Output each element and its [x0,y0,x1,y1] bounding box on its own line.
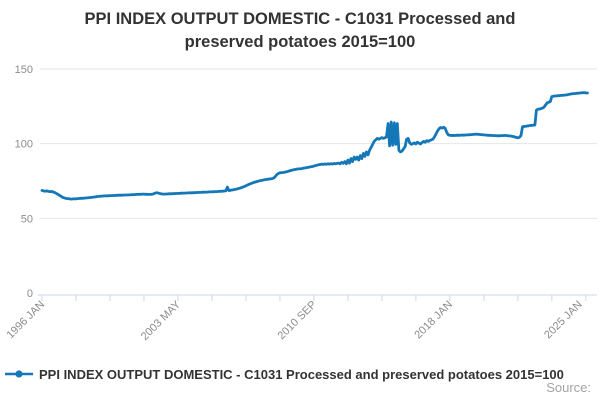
chart-title-line2: preserved potatoes 2015=100 [184,33,416,51]
legend-label: PPI INDEX OUTPUT DOMESTIC - C1031 Proces… [39,366,564,382]
x-axis-label: 2010 SEP [276,299,320,343]
legend-item[interactable]: PPI INDEX OUTPUT DOMESTIC - C1031 Proces… [4,365,600,383]
chart-title: PPI INDEX OUTPUT DOMESTIC - C1031 Proces… [0,8,600,54]
x-axis-label: 2018 JAN [412,299,455,342]
y-axis-label-150: 150 [15,64,33,76]
y-axis-label-100: 100 [15,139,33,151]
source-caption: Source: [546,380,591,395]
y-axis-label-50: 50 [21,213,33,225]
chart-title-line1: PPI INDEX OUTPUT DOMESTIC - C1031 Proces… [84,10,516,28]
x-axis-label: 2003 MAY [139,298,184,343]
plot-area: 0 50 100 150 1996 JAN 2003 MAY 2010 SEP 2018 JA… [4,64,597,343]
y-axis-label-0: 0 [27,288,33,300]
x-axis-label: 1996 JAN [4,299,47,342]
legend-line-marker-icon [5,370,33,378]
x-axis-label: 2025 JAN [542,299,585,342]
series-line[interactable] [40,91,589,201]
